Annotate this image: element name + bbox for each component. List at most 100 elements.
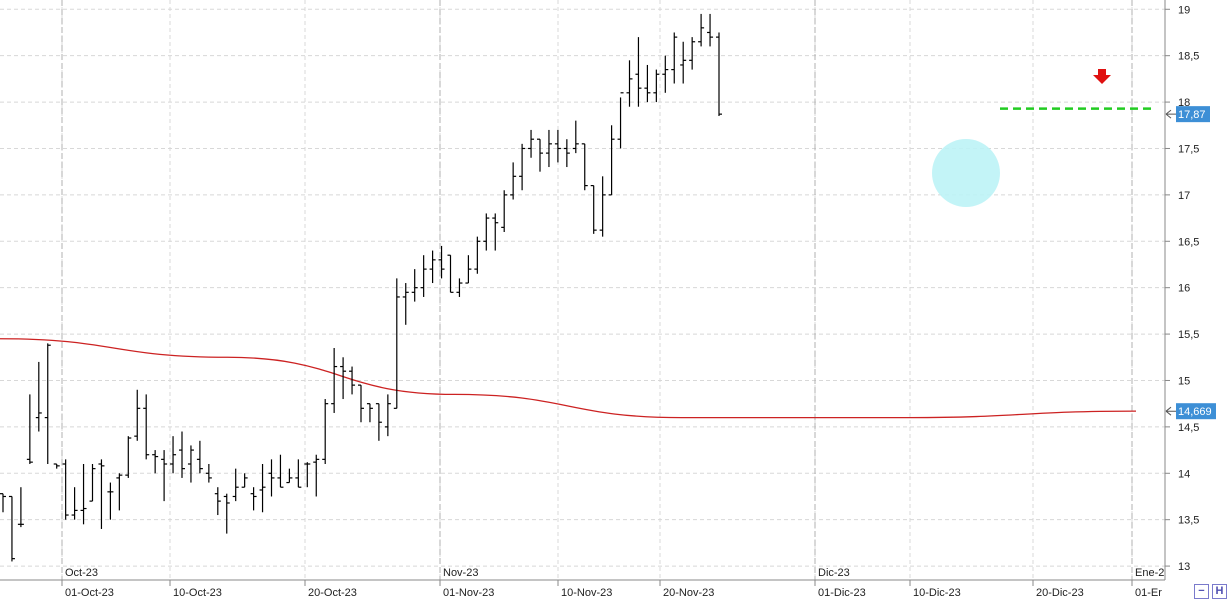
ohlc-bar [537,138,543,172]
ohlc-bar [214,487,221,516]
ohlc-bar [80,464,87,525]
ohlc-bar [554,129,561,163]
ohlc-bar [492,213,499,251]
ohlc-bar [44,343,51,464]
ohlc-bar [456,278,463,297]
ohlc-bar [474,236,481,274]
ohlc-bar [689,37,696,70]
price-bars [0,13,722,562]
ohlc-bar [366,403,373,423]
ohlc-bar [483,213,490,251]
ohlc-bar [590,185,597,234]
y-tick-label: 13,5 [1178,515,1199,527]
ohlc-bar [653,69,660,103]
ohlc-bar [116,473,123,511]
ohlc-bar [680,41,687,84]
date-label: 20-Nov-23 [663,587,714,599]
ohlc-bar [259,464,266,513]
ohlc-bar [662,55,669,93]
ohlc-bar [71,487,78,520]
ohlc-bar [349,366,356,395]
ohlc-bar [375,403,382,441]
y-tick-label: 17,5 [1178,143,1199,155]
ohlc-bar [0,493,6,513]
ohlc-bar [563,139,570,168]
ohlc-bar [358,384,364,423]
y-tick-label: 17 [1178,190,1190,202]
chart-settings-button[interactable]: H [1212,584,1227,599]
month-label: Ene-2 [1135,567,1164,579]
ohlc-bar [322,399,329,464]
ma-value-badge: 14,669 [1165,403,1216,420]
y-tick-label: 19 [1178,4,1190,16]
ohlc-bar [707,13,714,47]
ohlc-bar [510,162,517,200]
ohlc-bar [340,357,347,400]
ohlc-bar [125,436,132,478]
date-labels: 01-Oct-23 10-Oct-23 20-Oct-23 01-Nov-23 10-N… [61,580,1162,599]
ohlc-bar [519,143,526,191]
ohlc-bar [545,129,552,168]
ohlc-bar [608,125,615,196]
ohlc-bar [420,255,427,297]
ohlc-bar [35,361,42,432]
y-tick-label: 18,5 [1178,51,1199,63]
ohlc-bar [384,394,391,437]
ohlc-bar [644,64,651,103]
month-label: Dic-23 [818,567,850,579]
ohlc-bar [241,473,248,488]
ohlc-bar [62,459,69,520]
ohlc-bar [143,394,150,460]
ohlc-bar [250,487,257,511]
ohlc-bar [528,129,535,158]
zoom-out-button[interactable]: − [1194,584,1209,599]
ohlc-bar [331,348,338,413]
x-axis-panel [0,580,1165,602]
date-label: 10-Dic-23 [913,587,961,599]
date-label: 20-Oct-23 [308,587,357,599]
ohlc-bar [232,468,239,502]
ohlc-bar [107,482,114,520]
ohlc-bar [179,431,185,478]
ohlc-bar [393,278,400,409]
last-price-label: 17,87 [1178,109,1206,121]
ohlc-bar [698,13,705,47]
date-label: 01-Nov-23 [443,587,494,599]
date-label: 01-Dic-23 [818,587,866,599]
month-labels: Oct-23 Nov-23 Dic-23 Ene-2 [65,567,1164,579]
ohlc-bar [438,245,445,279]
ohlc-bar [223,493,230,534]
ohlc-bar [626,60,633,107]
date-label: 10-Oct-23 [173,587,222,599]
ohlc-bar [277,454,284,488]
ohlc-bar [313,454,320,497]
down-arrow-icon [1093,69,1111,84]
ohlc-bar [447,254,454,293]
ohlc-bar [170,436,177,474]
date-label: 20-Dic-23 [1036,587,1084,599]
ohlc-bar [671,32,678,84]
ohlc-bar [617,92,624,149]
ohlc-bar [89,464,96,502]
y-axis-ticks: 19 18,5 18 17,5 17 16,5 16 15,5 15 14,5 14 13,5 13 [1165,4,1199,573]
ohlc-bar [53,463,60,469]
ohlc-bar [268,459,275,497]
moving-average-line [0,338,1137,419]
ohlc-bar [26,394,33,464]
ohlc-bar [134,389,141,441]
ohlc-bar [501,190,508,232]
highlight-circle [932,139,1000,207]
date-label: 01-Oct-23 [65,587,114,599]
gridlines [0,0,1165,580]
ohlc-bar [8,495,15,562]
y-tick-label: 16,5 [1178,236,1199,248]
ohlc-bar [402,283,409,325]
ohlc-bar [152,450,159,474]
ohlc-bar [599,176,606,237]
ma-value-label: 14,669 [1178,406,1212,418]
ohlc-bar [295,459,302,488]
last-price-badge: 17,87 [1165,106,1210,123]
month-label: Oct-23 [65,567,98,579]
